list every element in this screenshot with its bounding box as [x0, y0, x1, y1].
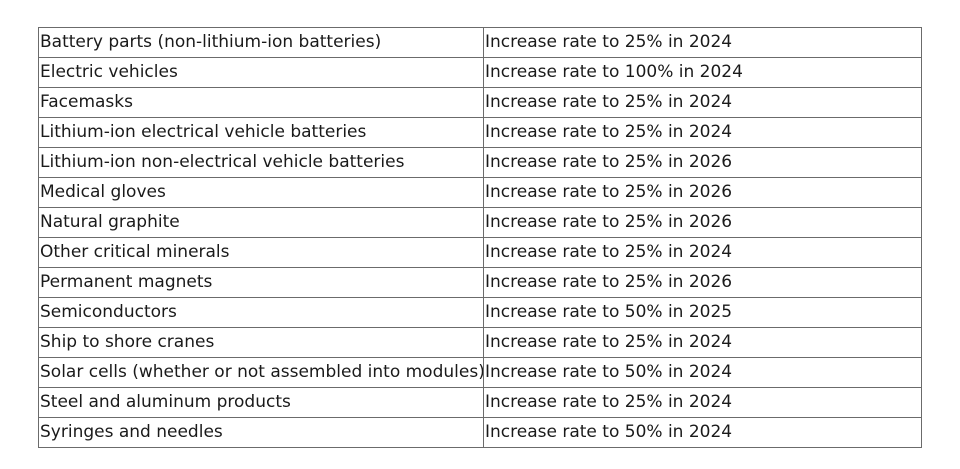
table-row: Solar cells (whether or not assembled in… — [38, 357, 922, 388]
product-cell: Electric vehicles — [38, 57, 484, 88]
rate-action-cell: Increase rate to 25% in 2024 — [483, 117, 922, 148]
table-row: Medical gloves Increase rate to 25% in 2… — [38, 177, 922, 208]
rate-action-cell: Increase rate to 25% in 2024 — [483, 327, 922, 358]
table-row: Semiconductors Increase rate to 50% in 2… — [38, 297, 922, 328]
product-cell: Semiconductors — [38, 297, 484, 328]
table-row: Steel and aluminum products Increase rat… — [38, 387, 922, 418]
rate-action-cell: Increase rate to 50% in 2024 — [483, 417, 922, 448]
rate-action-cell: Increase rate to 25% in 2024 — [483, 27, 922, 58]
product-cell: Lithium-ion non-electrical vehicle batte… — [38, 147, 484, 178]
table-row: Ship to shore cranes Increase rate to 25… — [38, 327, 922, 358]
rate-action-cell: Increase rate to 100% in 2024 — [483, 57, 922, 88]
table-row: Electric vehicles Increase rate to 100% … — [38, 57, 922, 88]
product-cell: Other critical minerals — [38, 237, 484, 268]
table-row: Natural graphite Increase rate to 25% in… — [38, 207, 922, 238]
rate-action-cell: Increase rate to 50% in 2025 — [483, 297, 922, 328]
table-row: Other critical minerals Increase rate to… — [38, 237, 922, 268]
table-row: Permanent magnets Increase rate to 25% i… — [38, 267, 922, 298]
rate-action-cell: Increase rate to 25% in 2026 — [483, 207, 922, 238]
table-row: Facemasks Increase rate to 25% in 2024 — [38, 87, 922, 118]
product-cell: Natural graphite — [38, 207, 484, 238]
tariff-table: Battery parts (non-lithium-ion batteries… — [38, 27, 922, 448]
rate-action-cell: Increase rate to 25% in 2024 — [483, 387, 922, 418]
product-cell: Permanent magnets — [38, 267, 484, 298]
product-cell: Lithium-ion electrical vehicle batteries — [38, 117, 484, 148]
product-cell: Ship to shore cranes — [38, 327, 484, 358]
rate-action-cell: Increase rate to 25% in 2024 — [483, 87, 922, 118]
rate-action-cell: Increase rate to 25% in 2026 — [483, 267, 922, 298]
product-cell: Syringes and needles — [38, 417, 484, 448]
product-cell: Steel and aluminum products — [38, 387, 484, 418]
product-cell: Facemasks — [38, 87, 484, 118]
table-row: Lithium-ion non-electrical vehicle batte… — [38, 147, 922, 178]
table-row: Syringes and needles Increase rate to 50… — [38, 417, 922, 448]
rate-action-cell: Increase rate to 25% in 2024 — [483, 237, 922, 268]
rate-action-cell: Increase rate to 50% in 2024 — [483, 357, 922, 388]
table-row: Lithium-ion electrical vehicle batteries… — [38, 117, 922, 148]
product-cell: Medical gloves — [38, 177, 484, 208]
product-cell: Battery parts (non-lithium-ion batteries… — [38, 27, 484, 58]
product-cell: Solar cells (whether or not assembled in… — [38, 357, 484, 388]
rate-action-cell: Increase rate to 25% in 2026 — [483, 177, 922, 208]
table-row: Battery parts (non-lithium-ion batteries… — [38, 27, 922, 58]
rate-action-cell: Increase rate to 25% in 2026 — [483, 147, 922, 178]
